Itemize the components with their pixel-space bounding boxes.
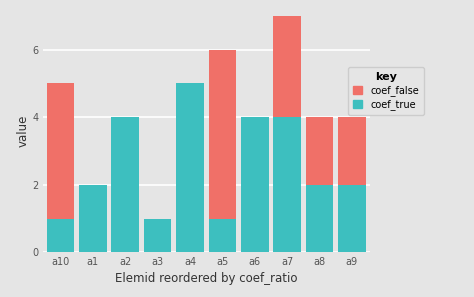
- Bar: [47, 83, 74, 219]
- Bar: [306, 117, 333, 185]
- X-axis label: Elemid reordered by coef_ratio: Elemid reordered by coef_ratio: [115, 272, 298, 285]
- Bar: [47, 219, 74, 252]
- Bar: [306, 185, 333, 252]
- Bar: [273, 16, 301, 117]
- Legend: coef_false, coef_true: coef_false, coef_true: [348, 67, 424, 115]
- Bar: [338, 117, 365, 185]
- Y-axis label: value: value: [17, 114, 29, 147]
- Bar: [111, 117, 139, 252]
- Bar: [338, 185, 365, 252]
- Bar: [209, 50, 236, 219]
- Bar: [79, 185, 107, 252]
- Bar: [241, 117, 269, 252]
- Bar: [273, 117, 301, 252]
- Bar: [209, 219, 236, 252]
- Bar: [144, 219, 172, 252]
- Bar: [176, 83, 204, 252]
